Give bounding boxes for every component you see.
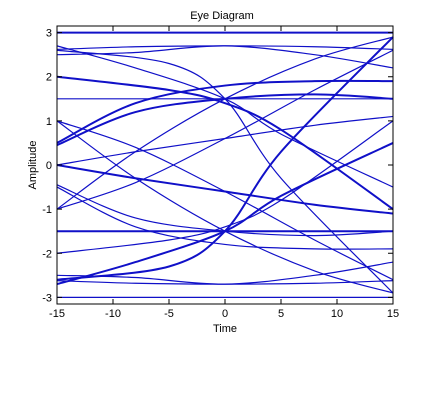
x-tick-label: -15: [49, 308, 65, 320]
y-tick-label: 2: [46, 72, 52, 84]
eye-trace-8: [56, 186, 394, 250]
eye-trace-11: [56, 49, 394, 210]
x-tick-label: -10: [105, 308, 121, 320]
y-tick-label: -2: [42, 248, 52, 260]
x-tick-label: 0: [222, 308, 228, 320]
y-tick-label: 3: [46, 28, 52, 40]
x-tick-label: 15: [387, 308, 399, 320]
eye-traces: [56, 31, 394, 298]
eye-trace-18: [56, 120, 394, 294]
y-axis-title: Amplitude: [27, 141, 39, 190]
x-tick-label: 10: [331, 308, 343, 320]
x-tick-label: -5: [164, 308, 174, 320]
eye-trace-16: [56, 36, 394, 281]
eye-trace-24: [56, 261, 394, 285]
y-tick-label: 0: [46, 160, 52, 172]
x-axis-ticks: -15 -10 -5 0 5 10 15: [49, 26, 399, 320]
eye-trace-21: [56, 45, 394, 188]
x-axis-title: Time: [213, 323, 237, 335]
y-tick-label: -3: [42, 292, 52, 304]
eye-trace-22: [56, 142, 394, 286]
eye-trace-12: [56, 120, 394, 281]
y-tick-label: 1: [46, 116, 52, 128]
eye-trace-7: [56, 79, 394, 144]
x-tick-label: 5: [278, 308, 284, 320]
chart-title: Eye Diagram: [190, 10, 254, 22]
eye-trace-13: [56, 75, 394, 210]
y-tick-label: -1: [42, 204, 52, 216]
eye-trace-23: [56, 45, 394, 69]
eye-trace-15: [56, 49, 394, 294]
plot-frame: [56, 25, 394, 305]
eye-trace-14: [56, 120, 394, 254]
y-axis-ticks: 3 2 1 0 -1 -2 -3: [42, 28, 393, 304]
